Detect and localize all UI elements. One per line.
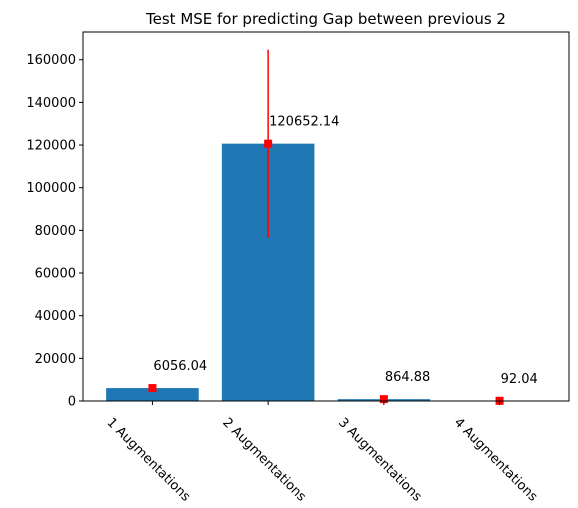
x-tick-label-4: 4 Augmentations [451,415,541,505]
y-tick-label-1: 20000 [35,352,76,367]
y-tick-label-7: 140000 [26,96,76,111]
data-label-1: 6056.04 [153,359,207,374]
y-tick-label-6: 120000 [26,139,76,154]
plot-frame [82,31,570,402]
bar-1 [106,388,199,401]
x-tick-label-2: 2 Augmentations [219,415,309,505]
data-label-4: 92.04 [501,372,538,387]
error-marker-3 [379,395,388,404]
data-label-3: 864.88 [385,370,431,385]
chart-title: Test MSE for predicting Gap between prev… [145,10,506,28]
x-axis: 1 Augmentations 2 Augmentations 3 Augmenta… [104,401,541,505]
data-labels-group: 6056.04 120652.14 864.88 92.04 [153,115,537,387]
error-bars-group [148,49,504,405]
y-tick-label-2: 40000 [35,309,76,324]
y-axis: 0 20000 40000 60000 80000 100000 120000 140000 1… [26,53,83,410]
y-tick-label-0: 0 [68,395,76,410]
y-tick-label-4: 80000 [35,224,76,239]
error-marker-2 [264,139,273,148]
y-tick-label-5: 100000 [26,181,76,196]
y-tick-label-8: 160000 [26,53,76,68]
data-label-2: 120652.14 [269,115,339,130]
y-tick-label-3: 60000 [35,267,76,282]
x-tick-label-1: 1 Augmentations [104,415,194,505]
error-marker-1 [148,384,157,393]
x-tick-label-3: 3 Augmentations [335,415,425,505]
